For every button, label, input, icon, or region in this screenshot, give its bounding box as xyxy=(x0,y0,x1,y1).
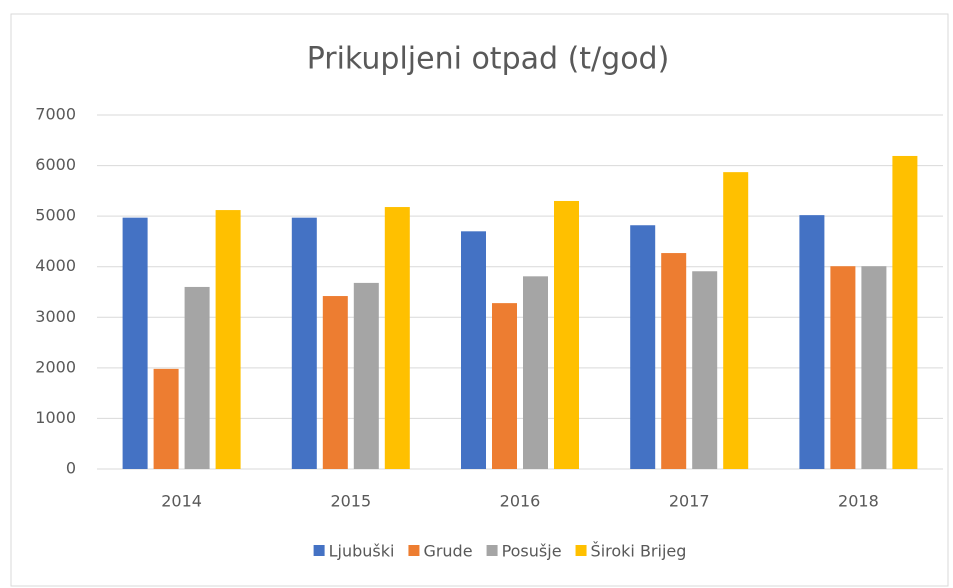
bar xyxy=(692,271,718,469)
bar xyxy=(661,253,687,469)
legend-swatch xyxy=(486,545,498,556)
legend-label: Grude xyxy=(423,542,472,561)
bar xyxy=(215,210,241,469)
y-tick-label: 5000 xyxy=(35,206,76,225)
y-tick-label: 6000 xyxy=(35,155,76,174)
bar xyxy=(291,217,317,469)
y-tick-label: 1000 xyxy=(35,408,76,427)
y-tick-label: 0 xyxy=(66,459,76,478)
bar xyxy=(492,303,517,469)
legend-label: Ljubuški xyxy=(329,542,395,561)
x-tick-label: 2016 xyxy=(500,492,541,511)
legend-swatch xyxy=(575,545,587,556)
bar xyxy=(892,155,918,469)
x-tick-label: 2014 xyxy=(161,492,202,511)
bar xyxy=(861,266,887,469)
x-tick-label: 2015 xyxy=(330,492,371,511)
bar xyxy=(830,266,856,469)
bar xyxy=(122,217,148,469)
bar xyxy=(322,296,348,469)
bar xyxy=(723,172,749,469)
bar xyxy=(153,368,179,469)
legend-swatch xyxy=(408,545,420,556)
x-tick-label: 2017 xyxy=(669,492,710,511)
legend-label: Široki Brijeg xyxy=(591,542,687,561)
bar xyxy=(523,276,548,469)
y-tick-label: 7000 xyxy=(35,105,76,124)
y-tick-label: 4000 xyxy=(35,256,76,275)
x-tick-label: 2018 xyxy=(838,492,879,511)
bar xyxy=(184,286,210,469)
bar xyxy=(554,200,579,469)
legend-label: Posušje xyxy=(502,542,562,561)
bar xyxy=(799,215,825,469)
bar xyxy=(384,207,410,470)
y-tick-label: 3000 xyxy=(35,307,76,326)
chart-title: Prikupljeni otpad (t/god) xyxy=(307,42,670,77)
bar xyxy=(630,225,656,469)
legend-swatch xyxy=(313,545,325,556)
bar xyxy=(353,282,379,469)
y-tick-label: 2000 xyxy=(35,357,76,376)
bar xyxy=(461,231,486,469)
